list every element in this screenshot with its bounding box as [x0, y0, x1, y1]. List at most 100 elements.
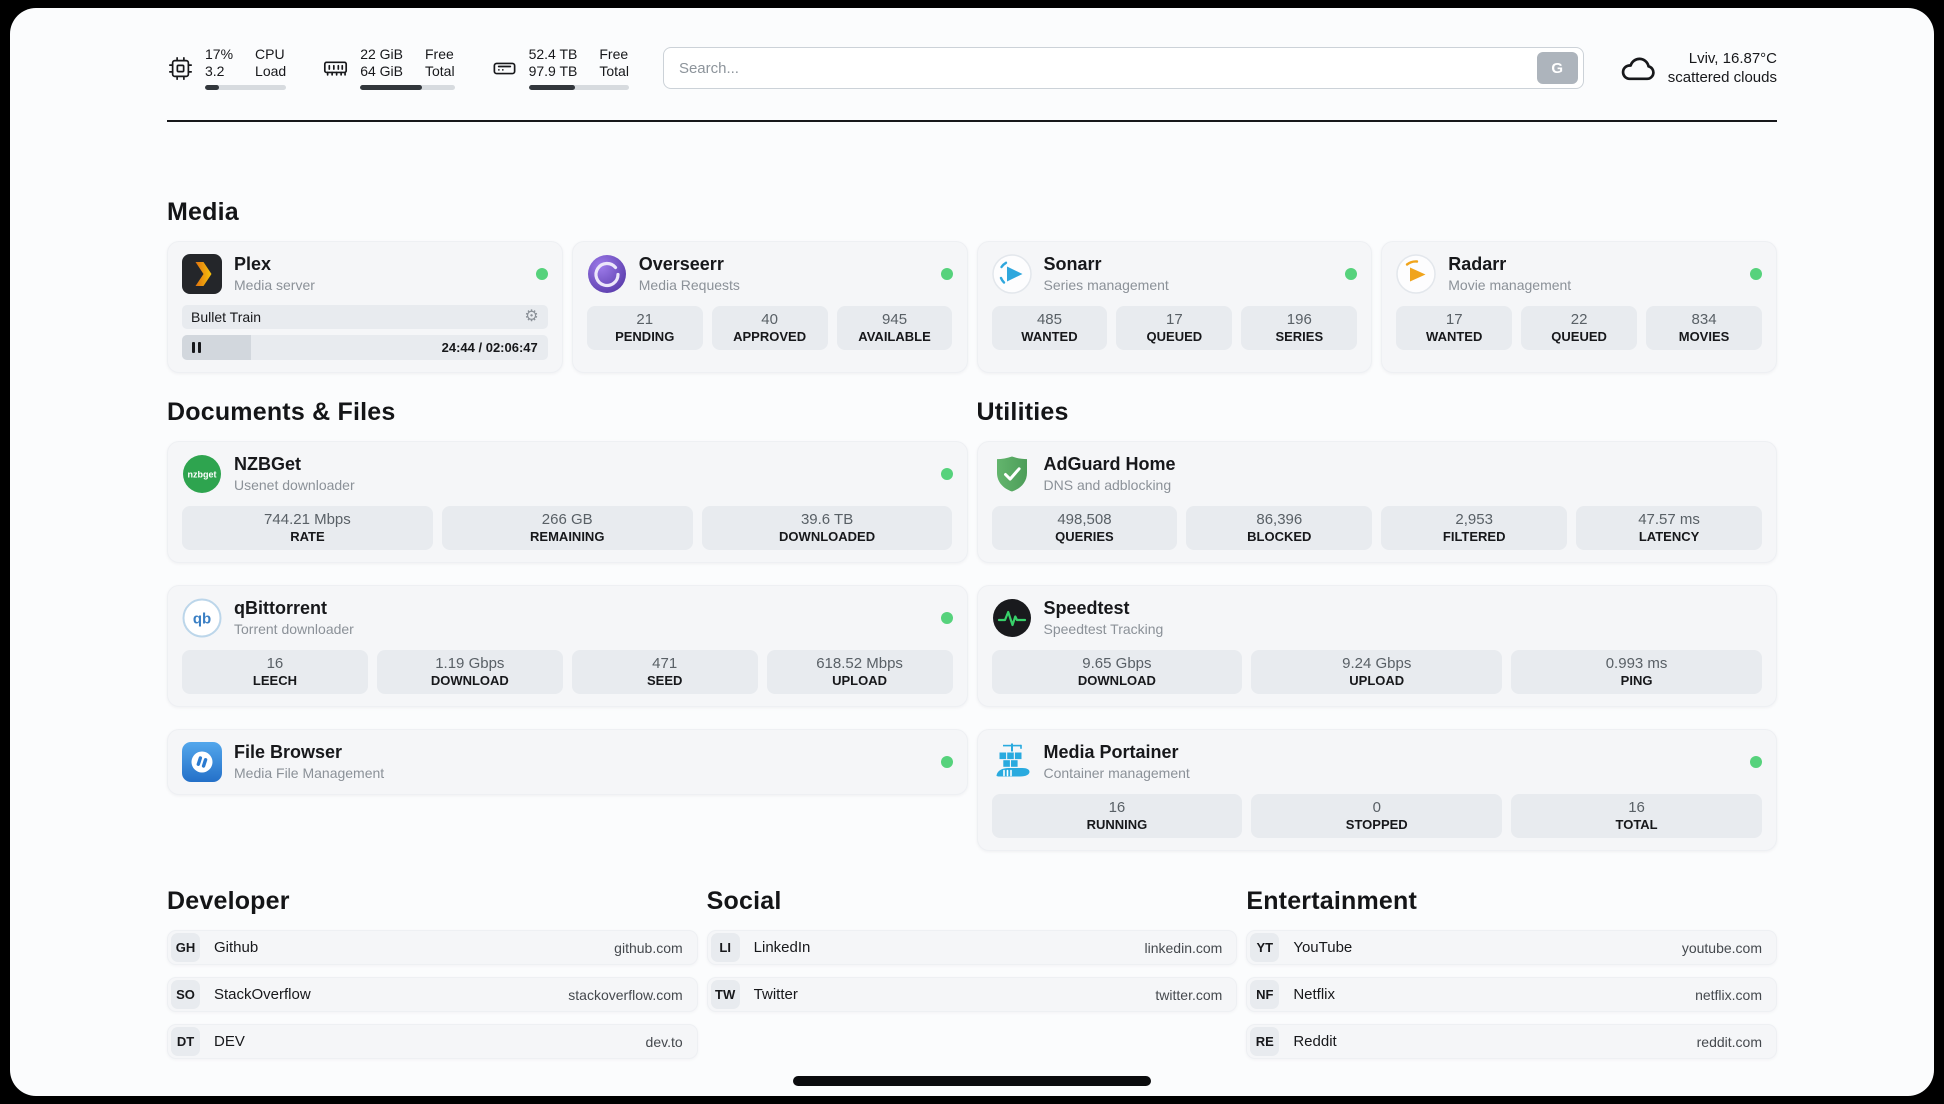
- app-card-radarr[interactable]: Radarr Movie management 17 WANTED 22 QUE…: [1381, 241, 1777, 373]
- stat-value: 945: [882, 311, 908, 328]
- stat-label: FILTERED: [1442, 529, 1506, 544]
- stat-value: 16: [266, 655, 284, 672]
- status-dot: [940, 756, 953, 768]
- ram-monitor: 22 GiB Free 64 GiB Total: [322, 46, 455, 90]
- app-subtitle: Media server: [234, 277, 315, 293]
- bookmark-abbr: TW: [710, 980, 740, 1009]
- bookmark-name: StackOverflow: [214, 986, 311, 1003]
- bookmark-name: YouTube: [1293, 939, 1353, 956]
- sonarr-icon: [991, 254, 1032, 294]
- now-playing-title: Bullet Train: [191, 309, 262, 325]
- stat-box: 744.21 Mbps RATE: [182, 506, 433, 550]
- media-section-title: Media: [167, 198, 239, 226]
- app-title: NZBGet: [234, 454, 301, 474]
- filebrowser-icon: [182, 742, 222, 782]
- bookmark-name: Twitter: [753, 986, 798, 1003]
- home-indicator-bar: [793, 1076, 1151, 1086]
- ram-total-value: 64 GiB: [360, 63, 403, 79]
- cpu-progress-bar: [205, 85, 287, 90]
- stat-label: QUEUED: [1551, 329, 1607, 344]
- stat-value: 744.21 Mbps: [264, 511, 351, 528]
- dashboard-page: 17% CPU 3.2 Load: [10, 8, 1934, 1096]
- bookmark-stackoverflow[interactable]: SO StackOverflow stackoverflow.com: [167, 977, 698, 1012]
- bookmark-url: dev.to: [645, 1033, 683, 1050]
- stat-label: DOWNLOAD: [1077, 673, 1156, 688]
- qbittorrent-icon: qb: [182, 598, 222, 638]
- status-dot: [940, 268, 953, 280]
- stat-label: WANTED: [1426, 329, 1483, 344]
- app-card-filebrowser[interactable]: File Browser Media File Management: [167, 729, 968, 795]
- app-title: Media Portainer: [1043, 742, 1179, 762]
- app-card-portainer[interactable]: Media Portainer Container management 16 …: [976, 729, 1777, 851]
- app-card-sonarr[interactable]: Sonarr Series management 485 WANTED 17 Q…: [976, 241, 1373, 373]
- ram-icon: [324, 60, 348, 76]
- stat-value: 16: [1108, 799, 1126, 816]
- stat-label: DOWNLOAD: [430, 673, 509, 688]
- gear-icon[interactable]: ⚙: [524, 308, 539, 325]
- stat-value: 266 GB: [541, 511, 593, 528]
- weather-condition: scattered clouds: [1667, 69, 1777, 86]
- ram-progress-bar: [360, 85, 455, 90]
- disk-total-value: 97.9 TB: [528, 63, 578, 79]
- stat-box: 40 APPROVED: [711, 306, 828, 350]
- stat-label: LATENCY: [1638, 529, 1700, 544]
- app-subtitle: Torrent downloader: [234, 621, 354, 637]
- search-input[interactable]: [678, 59, 1537, 77]
- cpu-label: CPU: [255, 46, 285, 62]
- app-card-qbittorrent[interactable]: qb qBittorrent Torrent downloader 16: [167, 585, 968, 707]
- stat-label: WANTED: [1021, 329, 1078, 344]
- utilities-section-title: Utilities: [976, 398, 1069, 426]
- bookmark-dev[interactable]: DT DEV dev.to: [167, 1024, 698, 1059]
- bookmark-twitter[interactable]: TW Twitter twitter.com: [706, 977, 1238, 1012]
- media-section: Media Plex Media se: [167, 198, 1777, 373]
- seek-bar[interactable]: 24:44 / 02:06:47: [182, 335, 548, 360]
- bookmark-netflix[interactable]: NF Netflix netflix.com: [1246, 977, 1777, 1012]
- stat-value: 9.65 Gbps: [1082, 655, 1152, 672]
- stat-label: LEECH: [252, 673, 297, 688]
- app-card-adguard[interactable]: AdGuard Home DNS and adblocking 498,508 …: [976, 441, 1777, 563]
- stat-value: 0: [1372, 799, 1381, 816]
- bookmark-url: youtube.com: [1681, 939, 1762, 956]
- disk-free-value: 52.4 TB: [528, 46, 578, 62]
- developer-section-title: Developer: [167, 887, 290, 915]
- stat-value: 40: [761, 311, 778, 328]
- weather-widget: Lviv, 16.87°C scattered clouds: [1618, 48, 1777, 88]
- bookmark-url: github.com: [614, 939, 683, 956]
- svg-text:nzbget: nzbget: [188, 470, 217, 480]
- stat-value: 17: [1166, 311, 1183, 328]
- app-title: Plex: [234, 254, 272, 274]
- disk-monitor: 52.4 TB Free 97.9 TB Total: [491, 46, 629, 90]
- app-subtitle: Media File Management: [234, 765, 385, 781]
- bookmark-reddit[interactable]: RE Reddit reddit.com: [1246, 1024, 1777, 1059]
- app-card-plex[interactable]: Plex Media server Bullet Train ⚙: [167, 241, 563, 373]
- bookmark-youtube[interactable]: YT YouTube youtube.com: [1246, 930, 1777, 965]
- stat-box: 22 QUEUED: [1521, 306, 1638, 350]
- stat-label: SERIES: [1275, 329, 1324, 344]
- status-dot: [940, 468, 953, 480]
- bookmark-linkedin[interactable]: LI LinkedIn linkedin.com: [706, 930, 1238, 965]
- stat-box: 0 STOPPED: [1251, 794, 1503, 838]
- stat-value: 16: [1628, 799, 1645, 816]
- stat-box: 485 WANTED: [991, 306, 1108, 350]
- search-engine-button[interactable]: G: [1536, 52, 1578, 84]
- cloud-icon: [1621, 57, 1655, 81]
- stat-label: QUERIES: [1055, 529, 1114, 544]
- documents-section: Documents & Files nzbget NZBGet Usenet d…: [167, 398, 968, 795]
- bookmark-name: DEV: [214, 1033, 245, 1050]
- app-subtitle: Speedtest Tracking: [1043, 621, 1164, 637]
- app-card-overseerr[interactable]: Overseerr Media Requests 21 PENDING 40 A…: [571, 241, 968, 373]
- bookmark-name: LinkedIn: [753, 939, 811, 956]
- status-dot: [940, 612, 953, 624]
- app-card-nzbget[interactable]: nzbget NZBGet Usenet downloader 744.21 M…: [167, 441, 968, 563]
- app-card-speedtest[interactable]: Speedtest Speedtest Tracking 9.65 Gbps D…: [976, 585, 1777, 707]
- bookmark-github[interactable]: GH Github github.com: [167, 930, 698, 965]
- status-dot: [1750, 268, 1762, 280]
- pause-icon[interactable]: [192, 342, 201, 353]
- app-subtitle: Media Requests: [638, 277, 740, 293]
- app-subtitle: Movie management: [1448, 277, 1572, 293]
- ram-free-value: 22 GiB: [360, 46, 403, 62]
- stat-value: 618.52 Mbps: [816, 655, 903, 672]
- stat-value: 47.57 ms: [1638, 511, 1700, 528]
- bookmark-url: stackoverflow.com: [568, 986, 683, 1003]
- status-dot: [1345, 268, 1358, 280]
